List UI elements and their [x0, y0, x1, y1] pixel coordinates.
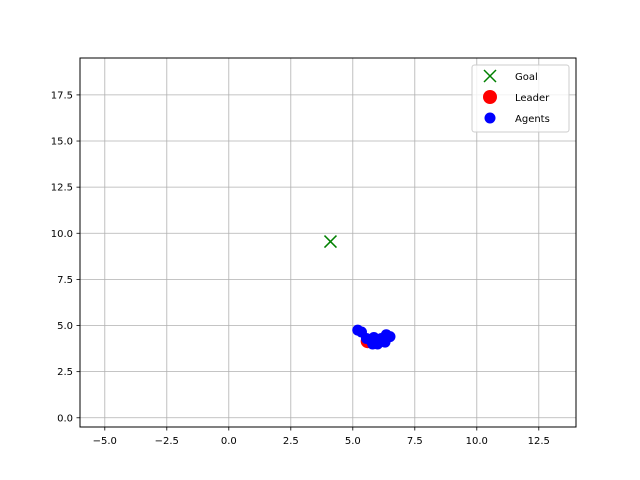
x-tick-label: 7.5 — [407, 436, 423, 447]
data-points — [323, 235, 396, 350]
x-tick-label: −2.5 — [155, 436, 179, 447]
agent-marker — [372, 338, 384, 350]
x-tick-label: 0.0 — [221, 436, 237, 447]
y-tick-label: 2.5 — [57, 367, 73, 378]
x-tick-label: 12.5 — [528, 436, 550, 447]
legend-marker — [483, 90, 497, 104]
plot-frame — [79, 57, 577, 428]
legend-marker — [484, 112, 496, 124]
legend: Goal Leader Agents — [471, 64, 570, 133]
y-tick-label: 15.0 — [51, 137, 73, 148]
x-tick-label: −5.0 — [93, 436, 117, 447]
x-tick-label: 10.0 — [466, 436, 488, 447]
y-tick-label: 10.0 — [51, 229, 73, 240]
x-tick-label: 5.0 — [345, 436, 361, 447]
y-tick-label: 0.0 — [57, 413, 73, 424]
y-tick-label: 7.5 — [57, 275, 73, 286]
goal-marker — [323, 235, 338, 249]
legend-label: Leader — [515, 93, 550, 104]
y-tick-label: 17.5 — [51, 90, 73, 101]
axis-ticks: −5.0 −2.5 0.0 2.5 5.0 7.5 10.0 12.5 0.0 2.5 5.0 7.5… — [51, 90, 550, 447]
agent-marker — [384, 331, 396, 343]
goal-marker-stroke — [483, 69, 497, 83]
legend-label: Agents — [515, 114, 550, 125]
y-tick-label: 12.5 — [51, 183, 73, 194]
legend-marker — [483, 69, 497, 83]
goal-marker-stroke — [323, 235, 338, 249]
legend-label: Goal — [515, 72, 538, 83]
y-tick-label: 5.0 — [57, 321, 73, 332]
x-tick-label: 2.5 — [283, 436, 299, 447]
